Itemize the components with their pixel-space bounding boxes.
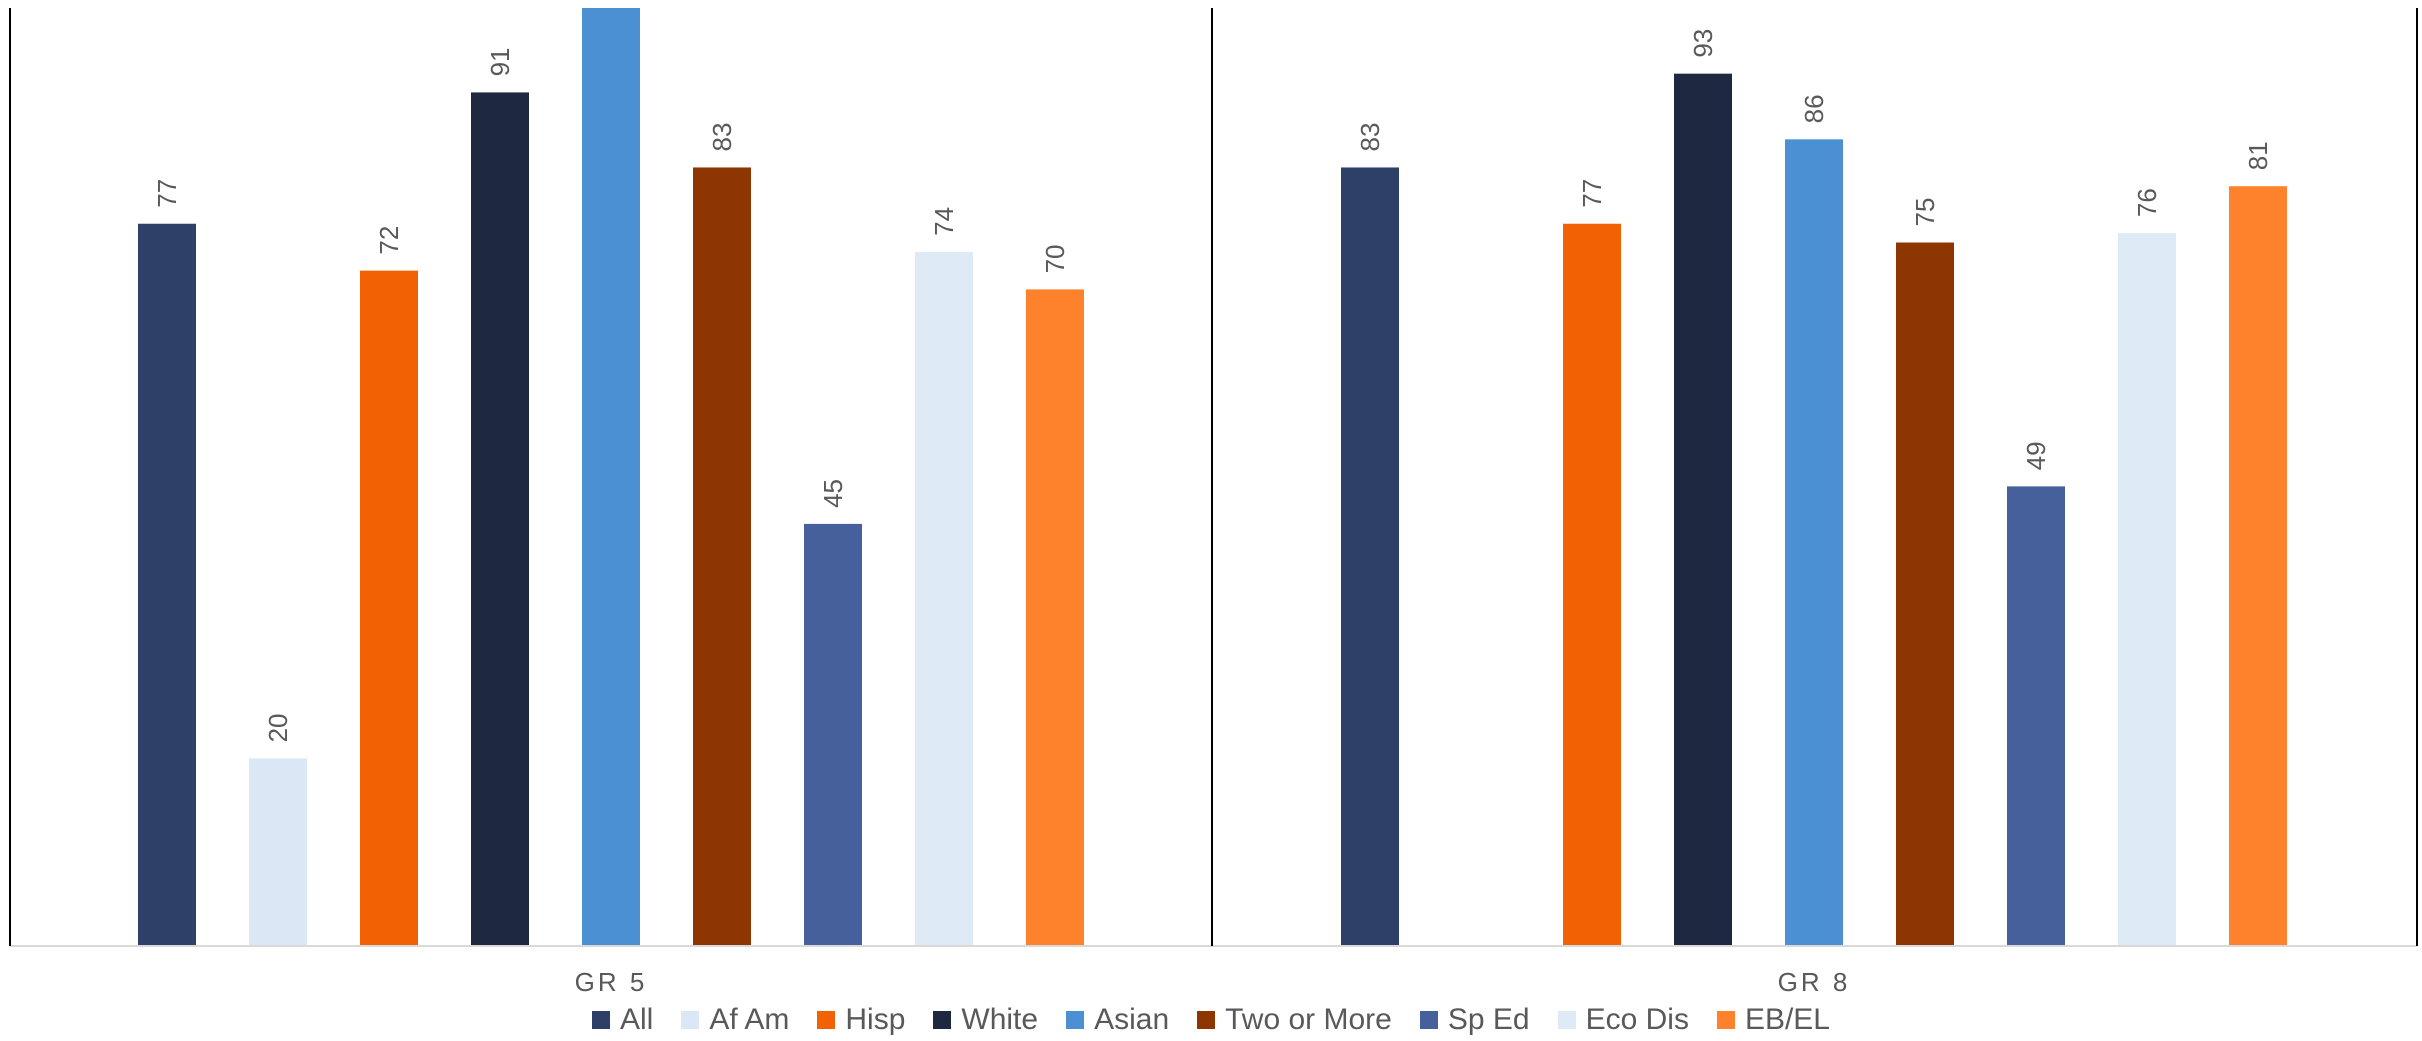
bar-chart: 77 20 72 91 83 45 74 70 83 77 93 86 75 49 76 81 GR 5 GR… — [9, 8, 2418, 997]
data-label: 83 — [1355, 123, 1385, 152]
category-label-gr5: GR 5 — [575, 967, 648, 997]
legend-item: Eco Dis — [1557, 1003, 1689, 1037]
data-label: 75 — [1910, 198, 1940, 227]
bars-layer — [138, 8, 2287, 947]
legend-item: Two or More — [1197, 1003, 1392, 1037]
bar-gr8-hisp — [1563, 223, 1621, 947]
data-labels-layer: 77 20 72 91 83 45 74 70 83 77 93 86 75 49 76 81 — [152, 29, 2273, 743]
legend-item: EB/EL — [1716, 1003, 1830, 1037]
data-label: 45 — [818, 479, 848, 508]
legend-swatch — [1066, 1011, 1085, 1029]
bar-gr8-white — [1674, 73, 1732, 946]
legend-label: Af Am — [709, 1003, 790, 1036]
legend-swatch — [933, 1011, 952, 1029]
data-label: 81 — [2243, 141, 2273, 170]
data-label: 93 — [1688, 29, 1718, 58]
bar-gr5-af-am — [249, 758, 307, 946]
legend-swatch — [1197, 1011, 1216, 1029]
data-label: 20 — [263, 713, 293, 742]
bar-gr5-eb-el — [1026, 289, 1084, 946]
data-label: 74 — [929, 207, 959, 236]
bar-gr5-two-or-more — [693, 167, 751, 946]
bar-gr5-eco-dis — [915, 251, 973, 946]
bar-gr8-two-or-more — [1896, 242, 1954, 946]
legend-item: Hisp — [817, 1003, 905, 1037]
bar-gr8-asian — [1785, 139, 1843, 946]
bar-gr5-hisp — [360, 270, 418, 946]
bar-gr5-asian — [582, 8, 640, 946]
bar-gr5-sp-ed — [804, 523, 862, 946]
data-label: 49 — [2021, 441, 2051, 470]
data-label: 77 — [152, 179, 182, 208]
bar-gr8-eb-el — [2229, 186, 2287, 947]
bar-gr8-all — [1341, 167, 1399, 946]
data-label: 77 — [1577, 179, 1607, 208]
legend-swatch — [1557, 1011, 1576, 1029]
legend-item: All — [592, 1003, 653, 1037]
legend-label: Two or More — [1225, 1003, 1392, 1036]
legend-label: White — [961, 1003, 1039, 1036]
legend: All Af Am Hisp White Asian Two or More Sp Ed Ec… — [0, 1000, 2422, 1040]
legend-label: Hisp — [845, 1003, 906, 1036]
data-label: 70 — [1040, 244, 1070, 273]
legend-swatch — [817, 1011, 836, 1029]
data-label: 91 — [485, 47, 515, 76]
legend-item: Sp Ed — [1419, 1003, 1530, 1037]
legend-label: Sp Ed — [1447, 1003, 1530, 1036]
legend-swatch — [592, 1011, 610, 1029]
legend-swatch — [681, 1011, 700, 1029]
legend-item: Asian — [1066, 1003, 1169, 1037]
category-label-gr8: GR 8 — [1778, 967, 1851, 997]
bar-gr5-white — [471, 92, 529, 947]
legend-label: All — [620, 1003, 654, 1036]
legend-item: White — [933, 1003, 1038, 1037]
data-label: 83 — [707, 123, 737, 152]
bar-gr8-eco-dis — [2118, 233, 2176, 946]
data-label: 72 — [374, 226, 404, 255]
legend-label: Eco Dis — [1585, 1003, 1689, 1036]
legend-label: Asian — [1094, 1003, 1170, 1036]
legend-swatch — [1419, 1011, 1438, 1029]
bar-gr5-all — [138, 223, 196, 947]
legend-item: Af Am — [681, 1003, 789, 1037]
data-label: 86 — [1799, 94, 1829, 123]
legend-swatch — [1716, 1011, 1735, 1029]
legend-label: EB/EL — [1744, 1003, 1830, 1036]
data-label: 76 — [2132, 188, 2162, 217]
bar-gr8-sp-ed — [2007, 486, 2065, 946]
